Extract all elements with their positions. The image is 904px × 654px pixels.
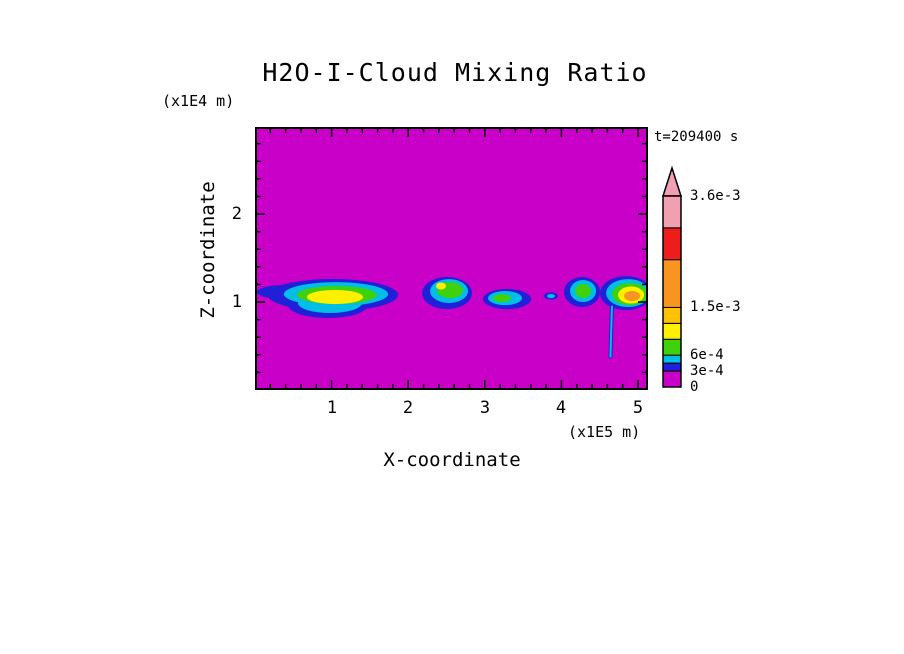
colorbar-label: 1.5e-3 [690,299,741,315]
x-axis-unit-label: (x1E5 m) [568,423,641,441]
colorbar-label: 6e-4 [690,347,724,363]
x-tick-label: 4 [555,398,567,418]
z-tick-label: 2 [231,204,242,224]
heatmap-svg [255,127,648,390]
colorbar-label: 3.6e-3 [690,188,741,204]
z-axis-unit-label: (x1E4 m) [162,92,235,110]
timestamp-label: t=209400 s [654,129,739,145]
colorbar-svg [661,165,683,388]
x-tick-label: 1 [326,398,338,418]
colorbar-label: 0 [690,379,699,395]
x-tick-label: 3 [479,398,491,418]
colorbar-label: 3e-4 [690,363,724,379]
heatmap-plot-area [255,127,648,390]
x-tick-label: 5 [632,398,644,418]
x-tick-label: 2 [402,398,414,418]
colorbar [655,158,695,398]
z-tick-label: 1 [231,292,242,312]
x-axis-title: X-coordinate [383,449,521,471]
plot-title: H2O-I-Cloud Mixing Ratio [262,58,648,87]
